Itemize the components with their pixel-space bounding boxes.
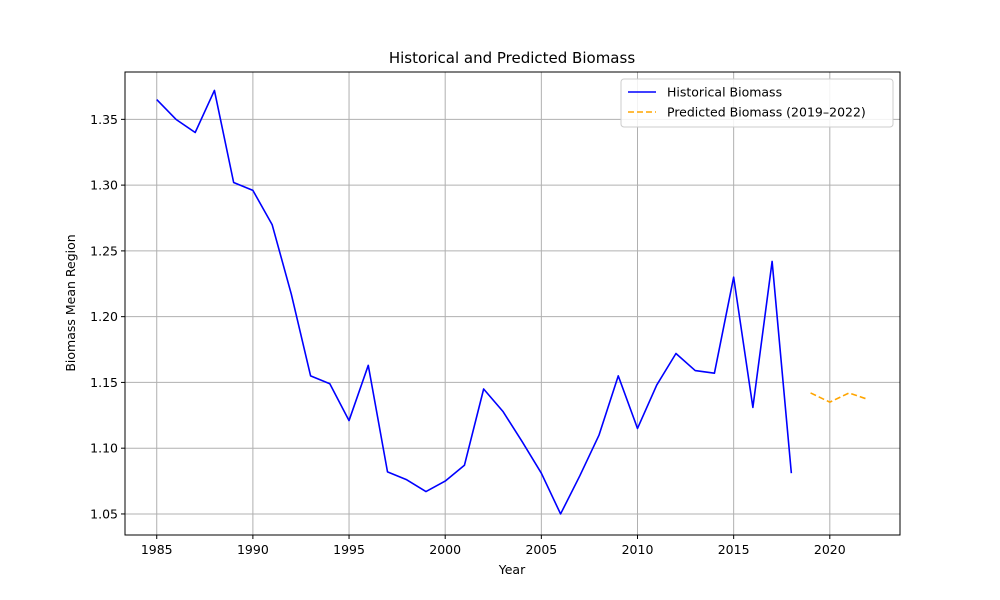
y-tick-label: 1.30 (90, 178, 118, 193)
y-tick-label: 1.10 (90, 441, 118, 456)
series-layer (156, 89, 869, 515)
legend-label: Historical Biomass (667, 85, 782, 100)
predicted-biomass-line (810, 392, 869, 403)
plot-frame (124, 71, 901, 536)
y-tick-label: 1.05 (90, 506, 118, 521)
legend-box (620, 78, 894, 128)
historical-biomass-line (156, 89, 793, 515)
x-axis-label: Year (498, 562, 526, 577)
x-tick-label: 1985 (141, 542, 173, 557)
y-axis-label: Biomass Mean Region (63, 234, 78, 371)
x-tick-label: 2005 (525, 542, 557, 557)
x-tick-label: 2015 (718, 542, 750, 557)
legend: Historical Biomass Predicted Biomass (201… (620, 78, 894, 128)
x-tick-label: 1995 (333, 542, 365, 557)
y-axis: 1.05 1.10 1.15 1.20 1.25 1.30 1.35 (90, 112, 125, 521)
legend-label: Predicted Biomass (2019–2022) (667, 105, 866, 120)
y-tick-label: 1.20 (90, 309, 118, 324)
x-tick-label: 1990 (237, 542, 269, 557)
x-tick-label: 2000 (429, 542, 461, 557)
x-tick-label: 2020 (814, 542, 846, 557)
x-tick-label: 2010 (622, 542, 654, 557)
chart-title: Historical and Predicted Biomass (389, 49, 635, 67)
y-tick-label: 1.35 (90, 112, 118, 127)
x-axis: 1985 1990 1995 2000 2005 2010 2015 2020 (141, 535, 846, 557)
y-tick-label: 1.25 (90, 243, 118, 258)
grid (125, 72, 900, 535)
y-tick-label: 1.15 (90, 375, 118, 390)
